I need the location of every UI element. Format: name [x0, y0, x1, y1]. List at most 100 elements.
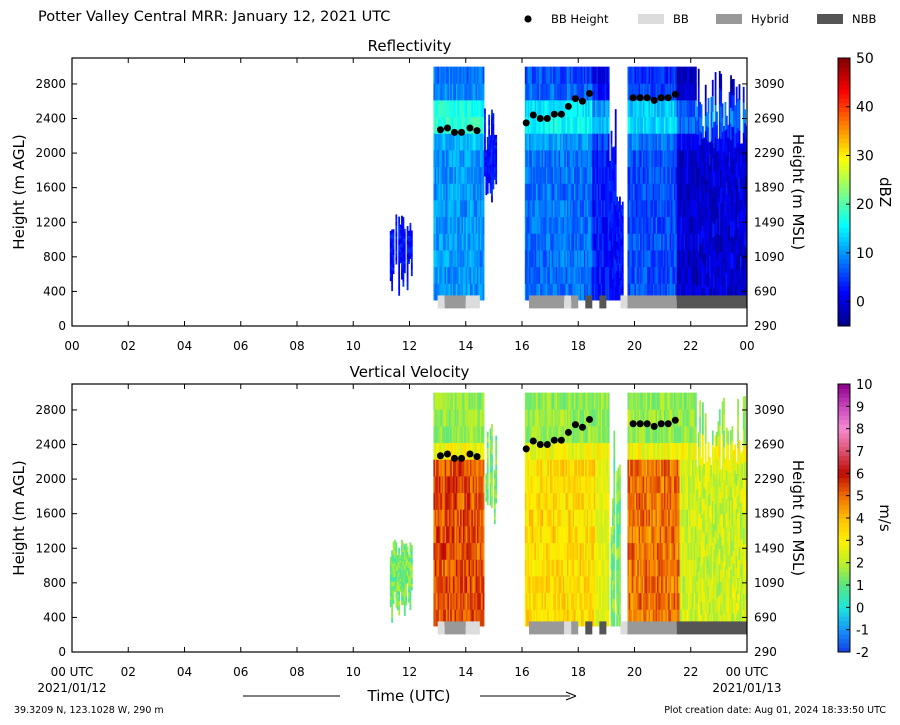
heatmap-cell: [559, 509, 562, 527]
heatmap-cell: [721, 257, 724, 273]
heatmap-cell: [630, 200, 633, 218]
heatmap-cell: [661, 233, 664, 251]
heatmap-cell: [654, 216, 656, 234]
heatmap-cell: [493, 154, 496, 158]
heatmap-cell: [734, 216, 737, 231]
heatmap-cell: [534, 409, 537, 427]
heatmap-cell: [693, 266, 696, 284]
heatmap-cell: [558, 509, 561, 527]
heatmap-cell: [596, 233, 599, 251]
heatmap-cell: [621, 222, 624, 231]
heatmap-cell: [451, 133, 454, 151]
heatmap-cell: [604, 200, 607, 218]
heatmap-cell: [696, 286, 699, 301]
heatmap-cell: [474, 492, 476, 510]
heatmap-cell: [410, 236, 413, 241]
colorbar-segment: [838, 223, 850, 229]
heatmap-cell: [534, 266, 537, 284]
heatmap-cell: [602, 409, 604, 427]
heatmap-cell: [659, 250, 662, 268]
heatmap-cell: [679, 66, 682, 84]
heatmap-cell: [734, 286, 737, 301]
heatmap-cell: [645, 200, 648, 218]
heatmap-cell: [593, 99, 596, 118]
heatmap-cell: [488, 134, 491, 140]
heatmap-cell: [742, 132, 745, 149]
heatmap-cell: [555, 542, 558, 560]
heatmap-cell: [491, 454, 493, 461]
heatmap-cell: [396, 578, 399, 583]
heatmap-cell: [658, 183, 661, 201]
heatmap-cell: [465, 266, 468, 284]
heatmap-cell: [551, 116, 554, 134]
heatmap-cell: [454, 542, 457, 560]
heatmap-cell: [534, 116, 537, 134]
heatmap-cell: [583, 559, 586, 577]
heatmap-cell: [545, 183, 548, 201]
heatmap-cell: [391, 555, 394, 561]
heatmap-cell: [609, 290, 611, 301]
heatmap-cell: [536, 116, 538, 134]
heatmap-cell: [458, 116, 461, 134]
heatmap-cell: [676, 283, 679, 301]
heatmap-cell: [443, 442, 446, 460]
heatmap-cell: [529, 542, 531, 560]
heatmap-cell: [489, 147, 492, 153]
heatmap-cell: [567, 283, 569, 301]
heatmap-cell: [739, 177, 742, 189]
heatmap-cell: [486, 189, 489, 194]
heatmap-cell: [455, 459, 458, 477]
heatmap-cell: [616, 548, 619, 560]
heatmap-cell: [627, 559, 630, 577]
heatmap-cell: [541, 409, 544, 427]
heatmap-cell: [612, 516, 614, 527]
colorbar-segment: [838, 236, 850, 242]
heatmap-cell: [690, 283, 693, 301]
heatmap-cell: [582, 116, 585, 134]
heatmap-cell: [409, 585, 412, 591]
heatmap-cell: [544, 542, 547, 560]
heatmap-cell: [607, 409, 610, 427]
heatmap-cell: [529, 83, 531, 101]
heatmap-cell: [597, 592, 600, 610]
heatmap-cell: [526, 99, 529, 118]
heatmap-cell: [578, 99, 581, 118]
heatmap-cell: [606, 183, 609, 201]
heatmap-cell: [447, 526, 450, 544]
heatmap-cell: [564, 459, 566, 477]
heatmap-cell: [489, 143, 492, 148]
heatmap-cell: [683, 200, 686, 218]
heatmap-cell: [534, 442, 537, 460]
heatmap-cell: [690, 66, 693, 84]
heatmap-cell: [561, 509, 564, 527]
heatmap-cell: [558, 250, 561, 268]
heatmap-cell: [458, 99, 461, 118]
heatmap-cell: [576, 509, 579, 527]
heatmap-cell: [620, 252, 623, 260]
heatmap-cell: [692, 250, 694, 268]
heatmap-cell: [545, 392, 548, 410]
heatmap-cell: [544, 592, 547, 610]
heatmap-cell: [439, 442, 441, 460]
heatmap-cell: [436, 476, 439, 494]
heatmap-cell: [396, 597, 399, 603]
heatmap-cell: [392, 568, 395, 573]
heatmap-cell: [439, 283, 441, 301]
heatmap-cell: [527, 492, 530, 510]
heatmap-cell: [610, 583, 613, 592]
heatmap-cell: [700, 230, 703, 245]
heatmap-cell: [664, 150, 666, 168]
x-tick-label: 20: [627, 339, 642, 353]
colorbar-segment: [838, 125, 850, 130]
heatmap-cell: [448, 266, 451, 284]
heatmap-cell: [697, 283, 700, 301]
heatmap-cell: [536, 133, 538, 151]
heatmap-cell: [592, 83, 595, 101]
heatmap-cell: [479, 166, 482, 184]
heatmap-cell: [583, 266, 586, 284]
heatmap-cell: [610, 251, 613, 265]
heatmap-cell: [630, 542, 633, 560]
heatmap-cell: [437, 200, 440, 218]
heatmap-cell: [530, 542, 533, 560]
heatmap-cell: [714, 153, 717, 171]
